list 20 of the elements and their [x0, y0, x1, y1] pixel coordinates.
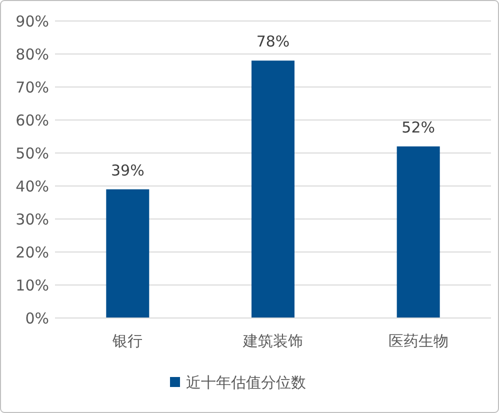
y-tick-label: 20%	[16, 243, 49, 262]
y-tick-label: 90%	[16, 12, 49, 30]
data-label: 39%	[110, 161, 144, 180]
data-label: 78%	[256, 32, 290, 51]
y-tick-label: 60%	[16, 111, 49, 130]
legend-label: 近十年估值分位数	[186, 373, 306, 392]
y-tick-label: 80%	[16, 45, 49, 64]
data-label: 52%	[402, 118, 436, 136]
y-tick-label: 30%	[16, 210, 49, 228]
bar	[252, 60, 294, 318]
x-tick-label: 银行	[112, 332, 143, 350]
y-tick-label: 0%	[25, 309, 49, 328]
y-tick-label: 70%	[16, 78, 49, 96]
bar	[396, 146, 440, 318]
bar	[106, 189, 150, 318]
y-tick-label: 40%	[16, 177, 49, 196]
y-tick-label: 10%	[16, 276, 49, 294]
x-tick-label: 医药生物	[388, 332, 448, 350]
y-tick-label: 50%	[16, 144, 49, 162]
x-tick-label: 建筑装饰	[242, 332, 303, 350]
